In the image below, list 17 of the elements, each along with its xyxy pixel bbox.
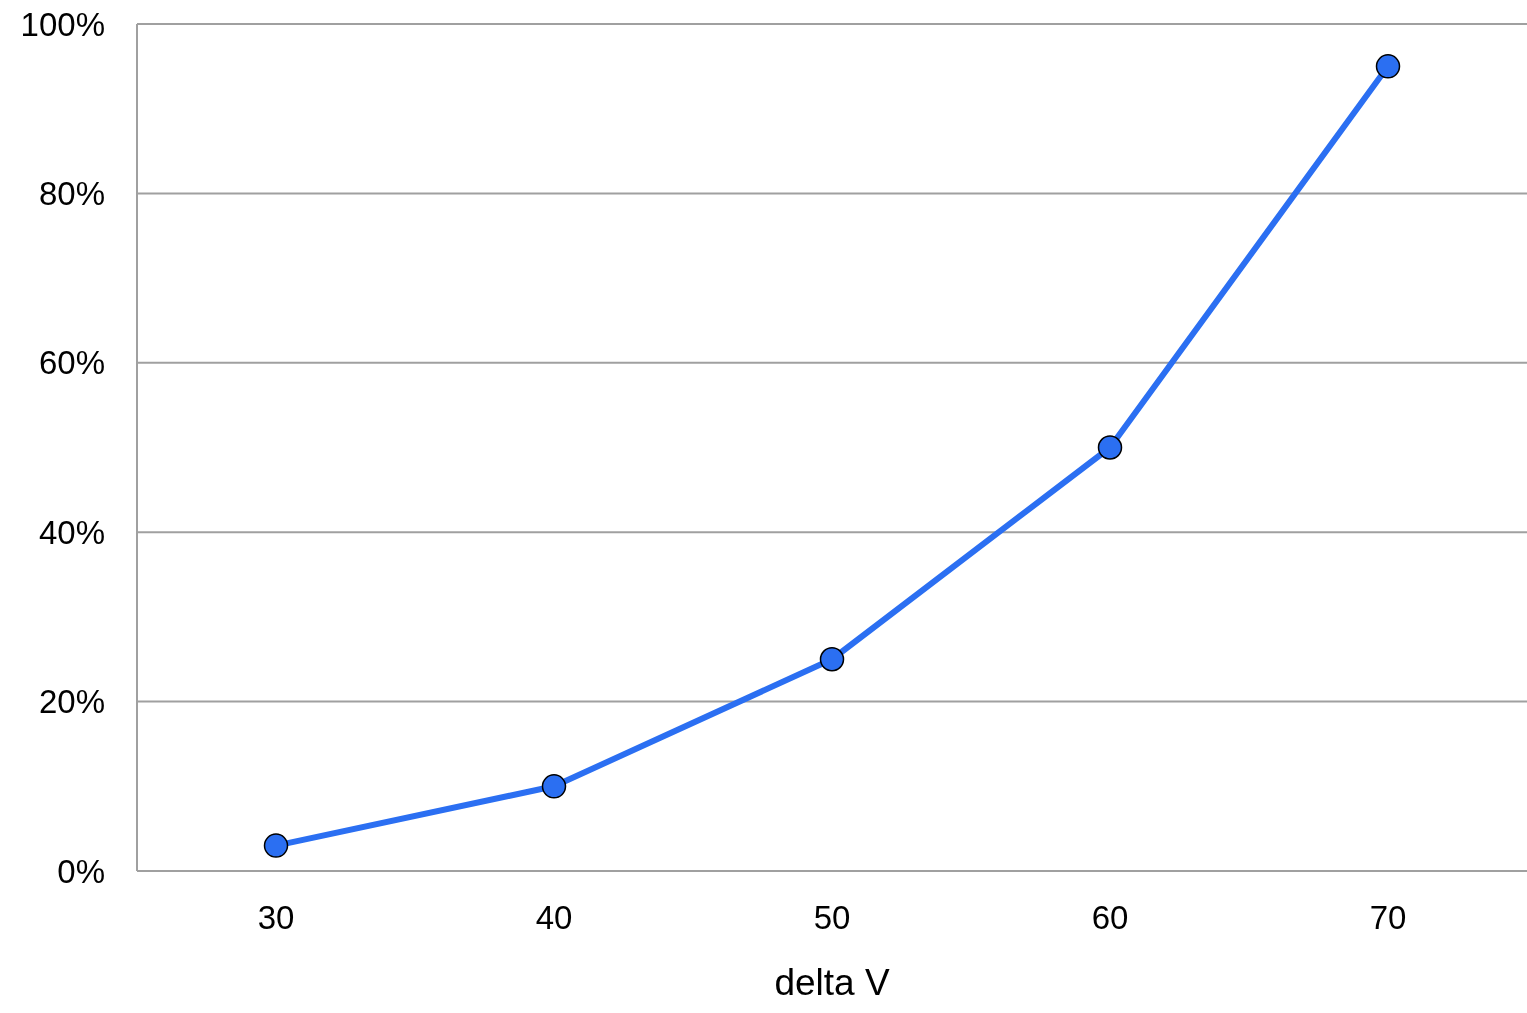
x-tick-label: 70 bbox=[1369, 898, 1407, 936]
x-axis-title: delta V bbox=[774, 962, 890, 1003]
y-tick-label: 60% bbox=[38, 344, 105, 382]
y-tick-label: 80% bbox=[38, 174, 105, 212]
point bbox=[819, 647, 845, 672]
y-tick-label: 0% bbox=[57, 852, 105, 890]
x-tick-label: 30 bbox=[257, 898, 295, 936]
y-tick-label: 40% bbox=[38, 513, 105, 551]
x-tick-label: 40 bbox=[535, 898, 573, 936]
x-tick-label: 60 bbox=[1091, 898, 1129, 936]
y-tick-label: 100% bbox=[20, 5, 105, 43]
point bbox=[1375, 54, 1401, 79]
point bbox=[541, 774, 567, 799]
x-tick-label: 50 bbox=[813, 898, 851, 936]
point bbox=[263, 833, 289, 858]
point bbox=[1097, 435, 1123, 460]
y-tick-label: 20% bbox=[38, 683, 105, 721]
